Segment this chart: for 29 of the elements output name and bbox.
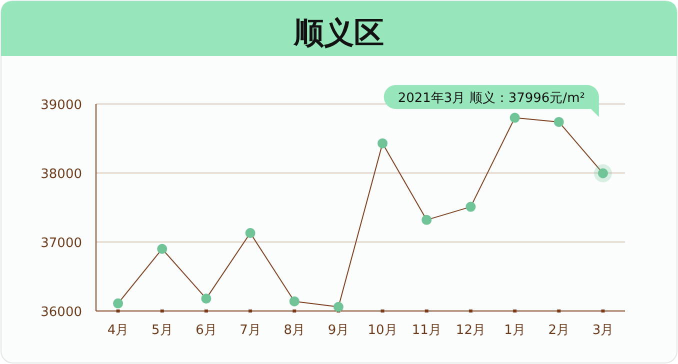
x-tick-label: 8月 [284,323,306,338]
x-tick-label: 2月 [548,323,570,338]
point [245,228,256,238]
y-tick-label: 39000 [40,98,82,113]
x-tick-label: 11月 [412,323,442,338]
y-tick-label: 37000 [40,236,82,251]
point [378,138,388,148]
point [333,302,344,312]
x-tick-label: 4月 [107,323,129,338]
x-tick-label: 9月 [328,323,350,338]
y-tick-label: 36000 [40,305,82,320]
x-tick-label: 12月 [456,323,486,338]
point [422,214,432,225]
x-tick-label: 7月 [240,323,261,338]
x-tick-label: 3月 [592,323,614,338]
point [554,116,564,127]
point [466,202,476,212]
chart-title: 顺义区 [293,16,384,51]
point [201,294,212,304]
point [113,298,124,308]
point [289,296,300,306]
x-tick-label: 5月 [151,323,173,338]
y-tick-label: 38000 [40,167,82,182]
annotation: 2021年3月 顺义：37996元/m² [398,91,585,106]
x-tick-label: 6月 [196,323,217,338]
point [157,244,168,254]
point [510,112,520,123]
x-tick-label: 10月 [368,323,398,338]
x-tick-label: 1月 [504,323,526,338]
